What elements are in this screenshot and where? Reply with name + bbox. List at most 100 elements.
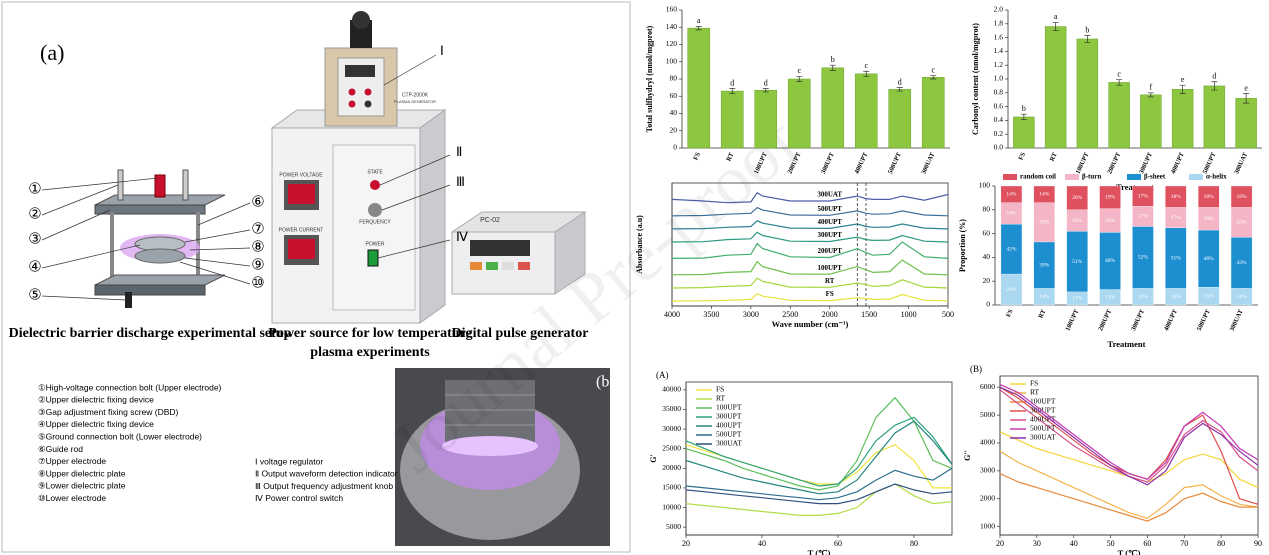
legend-label: 300UAT	[716, 439, 742, 448]
y-tick-label: 0	[673, 143, 677, 152]
y-tick-label: 60	[670, 91, 678, 100]
data-label: 14%	[1138, 294, 1149, 300]
illustration-shape	[554, 211, 586, 295]
y-tick-label: 2.0	[994, 5, 1004, 14]
legend-label: 300UPT	[716, 412, 742, 421]
x-axis-label: Treatment	[1108, 339, 1146, 349]
bar-segment	[1132, 185, 1154, 207]
legend-item: ⑧Upper dielectric plate	[38, 468, 126, 478]
illustration-shape	[348, 88, 356, 96]
y-tick-label: 0.2	[994, 129, 1004, 138]
legend-item: Ⅳ Power control switch	[255, 493, 343, 503]
legend-label: RT	[716, 394, 726, 403]
data-label: 52%	[1138, 255, 1149, 261]
illustration-shape	[184, 229, 251, 243]
bar	[888, 89, 912, 149]
illustration-shape	[134, 248, 186, 264]
y-tick-label: 5000	[980, 410, 995, 419]
error-bar	[1147, 92, 1154, 98]
error-bar	[1084, 35, 1091, 43]
data-label: 14%	[1039, 192, 1050, 198]
series-label: 100UPT	[817, 264, 842, 272]
data-label: 18%	[1006, 211, 1017, 217]
x-tick-label: 40	[1070, 539, 1078, 548]
part-number: ⑨	[251, 257, 264, 273]
x-tick-label: 300UAT	[1229, 308, 1245, 332]
data-label: 11%	[1072, 296, 1082, 302]
y-tick-label: 2000	[980, 493, 995, 502]
bar	[1108, 82, 1130, 149]
error-bar	[1211, 81, 1218, 91]
bar	[1140, 94, 1162, 149]
legend-label: α-helix	[1206, 173, 1227, 181]
y-axis-label: Proportion (%)	[958, 219, 967, 272]
caption: Power source for low temperature	[268, 326, 471, 341]
significance-letter: c	[864, 61, 868, 70]
illustration-shape	[154, 174, 166, 198]
roman-label: Ⅲ	[456, 174, 465, 189]
series-line	[671, 292, 949, 302]
series-line	[671, 191, 949, 204]
y-tick-label: 1.2	[994, 60, 1004, 69]
data-label: 17%	[1138, 193, 1149, 199]
illustration-shape	[381, 184, 451, 211]
illustration-shape	[125, 292, 132, 308]
significance-letter: c	[797, 66, 801, 75]
series-line	[999, 473, 1258, 522]
data-label: 18%	[1237, 194, 1248, 200]
y-tick-label: 1.0	[994, 74, 1004, 83]
series-line	[685, 396, 953, 491]
series-label: 400UPT	[817, 218, 842, 226]
y-tick-label: 0.0	[994, 143, 1004, 152]
error-bar	[896, 87, 903, 92]
legend-item: ③Gap adjustment fixing screw (DBD)	[38, 407, 179, 417]
device-text: CTP-2000K	[402, 92, 429, 98]
data-label: 15%	[1204, 293, 1215, 299]
x-tick-label: RT	[1049, 151, 1059, 163]
y-tick-label: 160	[666, 5, 678, 14]
y-tick-label: 0.8	[994, 88, 1004, 97]
y-tick-label: 35000	[662, 404, 681, 413]
series-label: FS	[826, 290, 834, 298]
legend-swatch	[1189, 174, 1203, 180]
error-bar	[796, 76, 803, 82]
significance-letter: e	[1244, 83, 1248, 92]
bar-segment	[1000, 185, 1023, 203]
y-tick-label: 15000	[662, 483, 681, 492]
y-tick-label: 40000	[662, 385, 681, 394]
series-line	[685, 467, 953, 501]
illustration-shape	[41, 209, 111, 241]
illustration-shape	[41, 295, 127, 301]
x-tick-label: RT	[725, 151, 735, 163]
error-bar	[762, 88, 769, 93]
bar	[720, 90, 744, 149]
x-tick-label: FS	[1005, 308, 1015, 318]
y-axis-label: Total sulfhydryl (nmol/mgprot)	[645, 25, 654, 132]
leader-lines	[41, 177, 251, 301]
legend-item: Ⅲ Output frequency adjustment knob	[255, 481, 393, 491]
x-tick-label: 40	[758, 539, 766, 548]
error-bar	[1243, 93, 1250, 104]
series-line	[999, 450, 1259, 519]
device-text: FERQUENCY	[359, 219, 391, 225]
part-number: ⑩	[251, 275, 264, 291]
chart-title: (A)	[656, 370, 669, 380]
bar	[754, 89, 778, 149]
legend-label: 500UPT	[716, 430, 742, 439]
x-tick-label: 1000	[901, 310, 917, 319]
plasma-photo	[395, 368, 610, 546]
illustration-shape	[352, 11, 370, 29]
legend-item: ⑤Ground connection bolt (Lower electrode…	[38, 431, 202, 441]
significance-letter: b	[831, 55, 835, 64]
dbd-device	[94, 169, 226, 308]
illustration-shape	[348, 100, 356, 108]
illustration-shape	[470, 240, 530, 256]
part-number: ②	[28, 206, 41, 222]
illustration-shape	[117, 169, 124, 201]
data-label: 18%	[1171, 194, 1182, 200]
y-tick-label: 1.8	[994, 19, 1004, 28]
device-text: POWER	[366, 241, 385, 247]
illustration-shape	[368, 203, 382, 217]
caption: plasma experiments	[310, 345, 430, 360]
illustration-shape	[94, 204, 206, 215]
